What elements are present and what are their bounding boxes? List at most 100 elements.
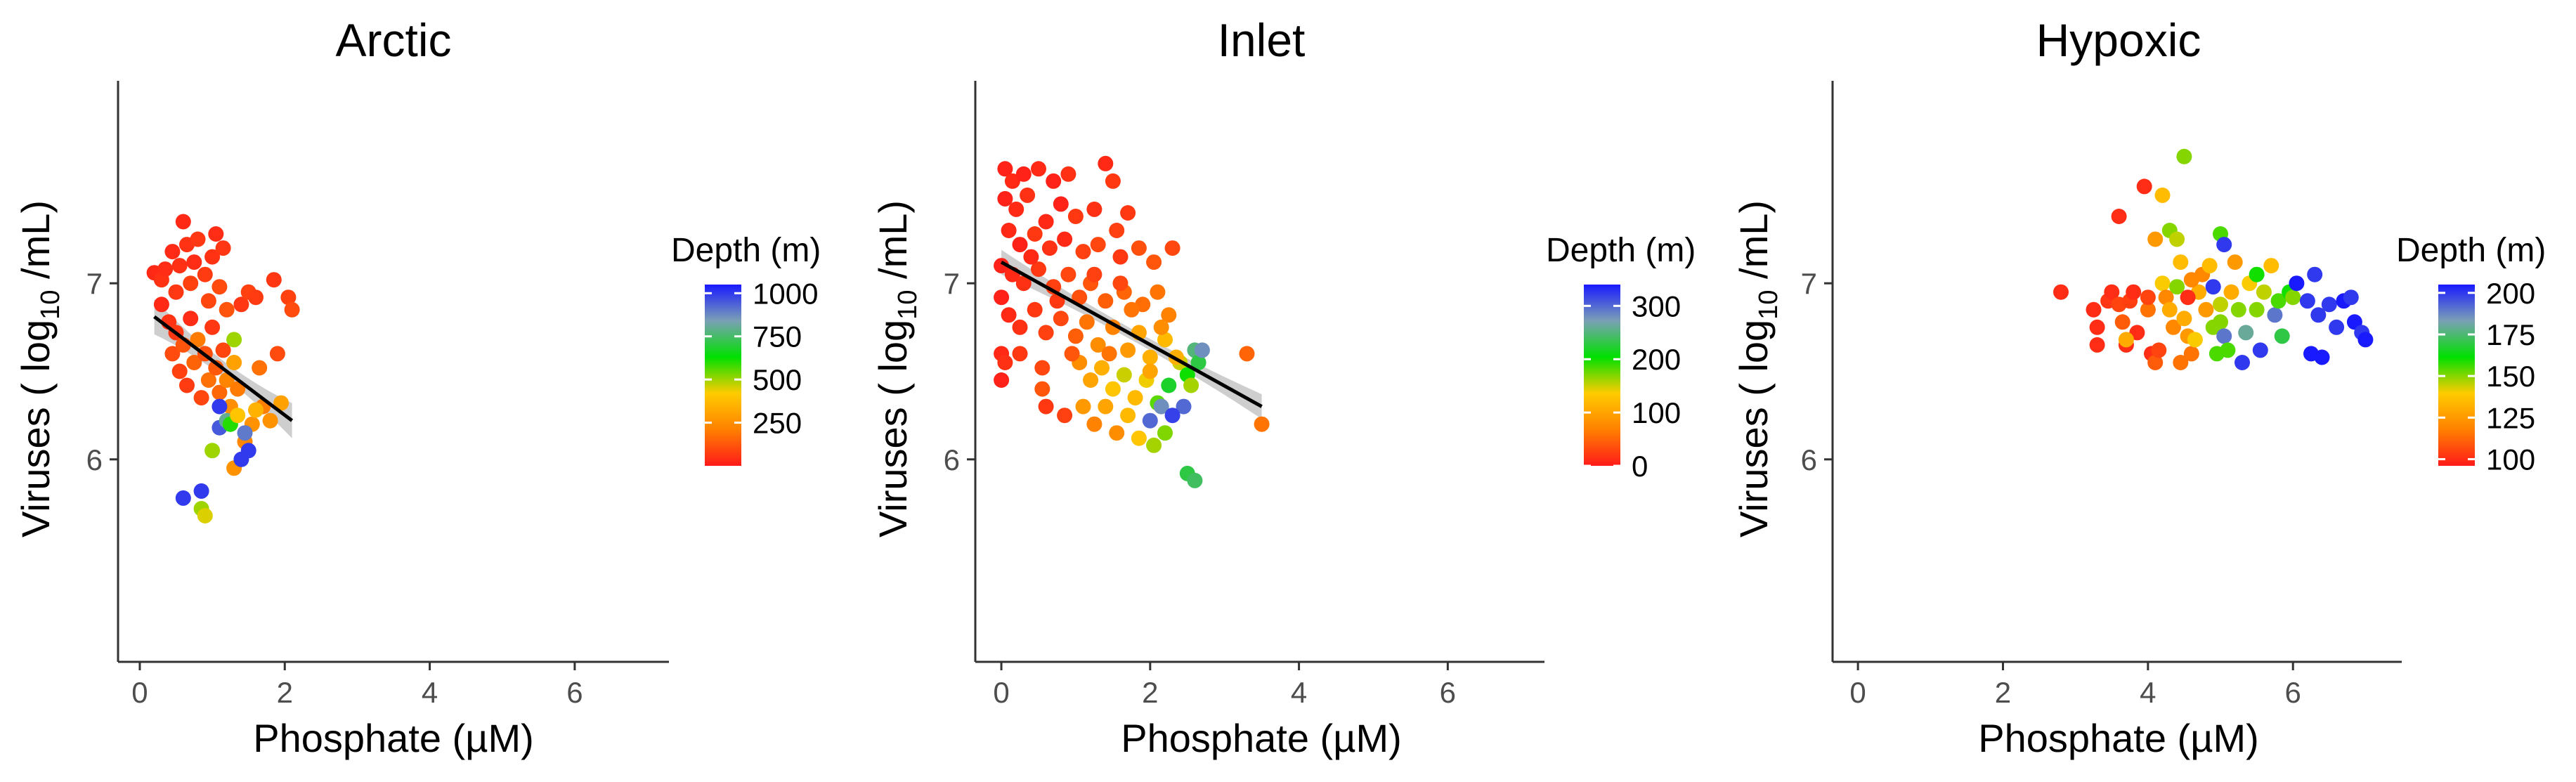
data-point (284, 301, 300, 318)
data-point (212, 384, 228, 400)
data-point (1038, 214, 1054, 230)
data-point (2274, 328, 2290, 344)
data-point (248, 402, 264, 418)
data-point (1183, 377, 1199, 393)
legend-title: Depth (m) (1546, 232, 1696, 269)
data-point (1053, 311, 1069, 327)
data-point (204, 319, 221, 335)
data-point (2126, 284, 2142, 300)
data-point (1012, 346, 1028, 362)
data-point (2249, 266, 2265, 282)
data-point (2114, 314, 2131, 330)
data-point (237, 425, 253, 441)
data-point (2201, 258, 2218, 274)
data-point (164, 346, 181, 362)
data-point (1008, 201, 1024, 217)
data-point (2180, 289, 2196, 306)
data-point (153, 296, 169, 313)
data-point (193, 390, 209, 406)
data-point (997, 161, 1013, 177)
data-point (1015, 275, 1032, 292)
data-point (164, 244, 181, 260)
legend-break-label: 175 (2486, 318, 2535, 351)
data-point (2151, 342, 2167, 358)
legend-colorbar (705, 285, 741, 466)
data-point (2289, 275, 2305, 292)
data-point (1075, 398, 1091, 415)
trend-line (153, 315, 294, 422)
data-point (1067, 209, 1084, 224)
chart-title: Inlet (1218, 14, 1306, 66)
data-point (1098, 155, 1114, 171)
data-point (219, 301, 235, 318)
trend-line (1000, 260, 1263, 408)
data-point (1034, 381, 1050, 397)
panel-arctic: Arctic Viruses ( log10 /mL) Phosphate (µ… (13, 14, 821, 760)
x-axis-label: Phosphate (µM) (253, 716, 534, 760)
data-point (1057, 408, 1073, 424)
data-point (1109, 223, 1125, 238)
data-point (1053, 196, 1069, 212)
data-point (1031, 261, 1046, 278)
y-tick-label: 7 (1801, 267, 1817, 300)
data-point (1157, 425, 1173, 441)
data-point (1060, 266, 1076, 282)
data-point (1090, 337, 1106, 353)
data-point (1098, 398, 1114, 415)
data-point (1116, 367, 1132, 383)
data-point (186, 254, 202, 271)
data-point (2154, 187, 2171, 203)
data-point (208, 226, 224, 242)
data-point (2307, 266, 2323, 282)
legend-break-label: 200 (2486, 277, 2535, 310)
legend-title: Depth (m) (2396, 232, 2546, 269)
data-point (1161, 307, 1177, 323)
data-point (193, 483, 209, 499)
data-point (1072, 289, 1088, 306)
data-point (1090, 237, 1106, 253)
legend-break-label: 125 (2486, 401, 2535, 434)
data-point (994, 258, 1010, 274)
data-point (994, 289, 1010, 306)
data-point (1120, 408, 1136, 424)
y-tick-label: 6 (86, 443, 103, 476)
data-point (1086, 416, 1102, 432)
y-axis-label: Viruses ( log10 /mL) (13, 200, 65, 537)
data-point (1027, 226, 1043, 242)
data-point (2343, 289, 2359, 306)
data-point (2173, 254, 2189, 271)
data-point (1150, 284, 1166, 300)
data-point (248, 289, 264, 306)
data-point (204, 249, 221, 265)
panel-hypoxic: Hypoxic Viruses ( log10 /mL) Phosphate (… (1731, 14, 2546, 760)
data-point (179, 377, 195, 393)
data-point (175, 214, 191, 230)
data-point (1190, 355, 1206, 370)
x-tick-label: 0 (1849, 676, 1866, 709)
data-point (1112, 275, 1128, 292)
data-point (1105, 381, 1121, 397)
data-point (157, 261, 174, 278)
data-point (1027, 301, 1043, 318)
data-point (2329, 319, 2345, 335)
data-point (2140, 289, 2156, 306)
data-point (1067, 328, 1084, 344)
data-point (2213, 296, 2228, 313)
data-point (1109, 425, 1125, 441)
panel-inlet: Inlet Viruses ( log10 /mL) Phosphate (µM… (871, 14, 1696, 760)
data-point (1012, 319, 1028, 335)
data-point (1004, 173, 1020, 189)
data-point (1041, 240, 1058, 256)
data-point (2147, 231, 2164, 247)
axis-ticks: 0 2 4 6 6 7 (86, 267, 583, 709)
data-point (1023, 249, 1039, 265)
data-point (2183, 272, 2199, 288)
data-points (146, 214, 300, 523)
data-point (252, 360, 268, 376)
data-point (2321, 296, 2337, 313)
data-point (2205, 279, 2221, 295)
data-point (233, 296, 249, 313)
data-point (1098, 293, 1114, 309)
data-point (2140, 301, 2156, 318)
data-point (1034, 360, 1050, 376)
